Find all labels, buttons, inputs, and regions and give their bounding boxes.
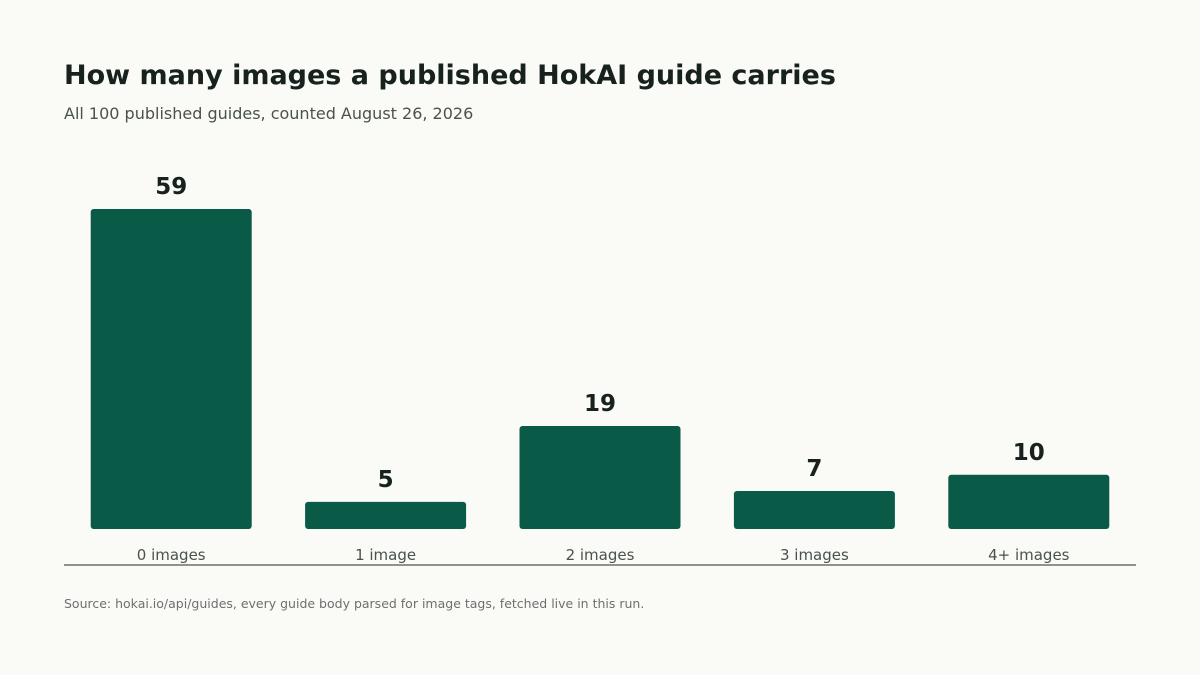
bar-2 (519, 425, 681, 529)
tick-label-3: 3 images (780, 546, 849, 564)
tick-label-0: 0 images (137, 546, 206, 564)
value-labels-group: 59 5 19 7 10 (155, 174, 1045, 493)
value-label-3: 7 (806, 456, 822, 482)
tick-label-1: 1 image (355, 546, 416, 564)
tick-label-4: 4+ images (988, 546, 1070, 564)
value-label-0: 59 (155, 174, 187, 200)
value-label-1: 5 (378, 467, 394, 493)
bar-0 (90, 209, 252, 529)
chart-subtitle: All 100 published guides, counted August… (64, 104, 474, 123)
chart-title: How many images a published HokAI guide … (64, 60, 836, 91)
tick-label-2: 2 images (566, 546, 635, 564)
value-label-2: 19 (584, 391, 616, 417)
value-label-4: 10 (1013, 440, 1045, 466)
bar-3 (733, 491, 895, 529)
tick-labels-group: 0 images 1 image 2 images 3 images 4+ images (137, 546, 1070, 564)
source-note: Source: hokai.io/api/guides, every guide… (64, 596, 645, 611)
bar-4 (948, 474, 1110, 529)
bars-group (90, 209, 1110, 529)
bar-1 (305, 501, 467, 529)
